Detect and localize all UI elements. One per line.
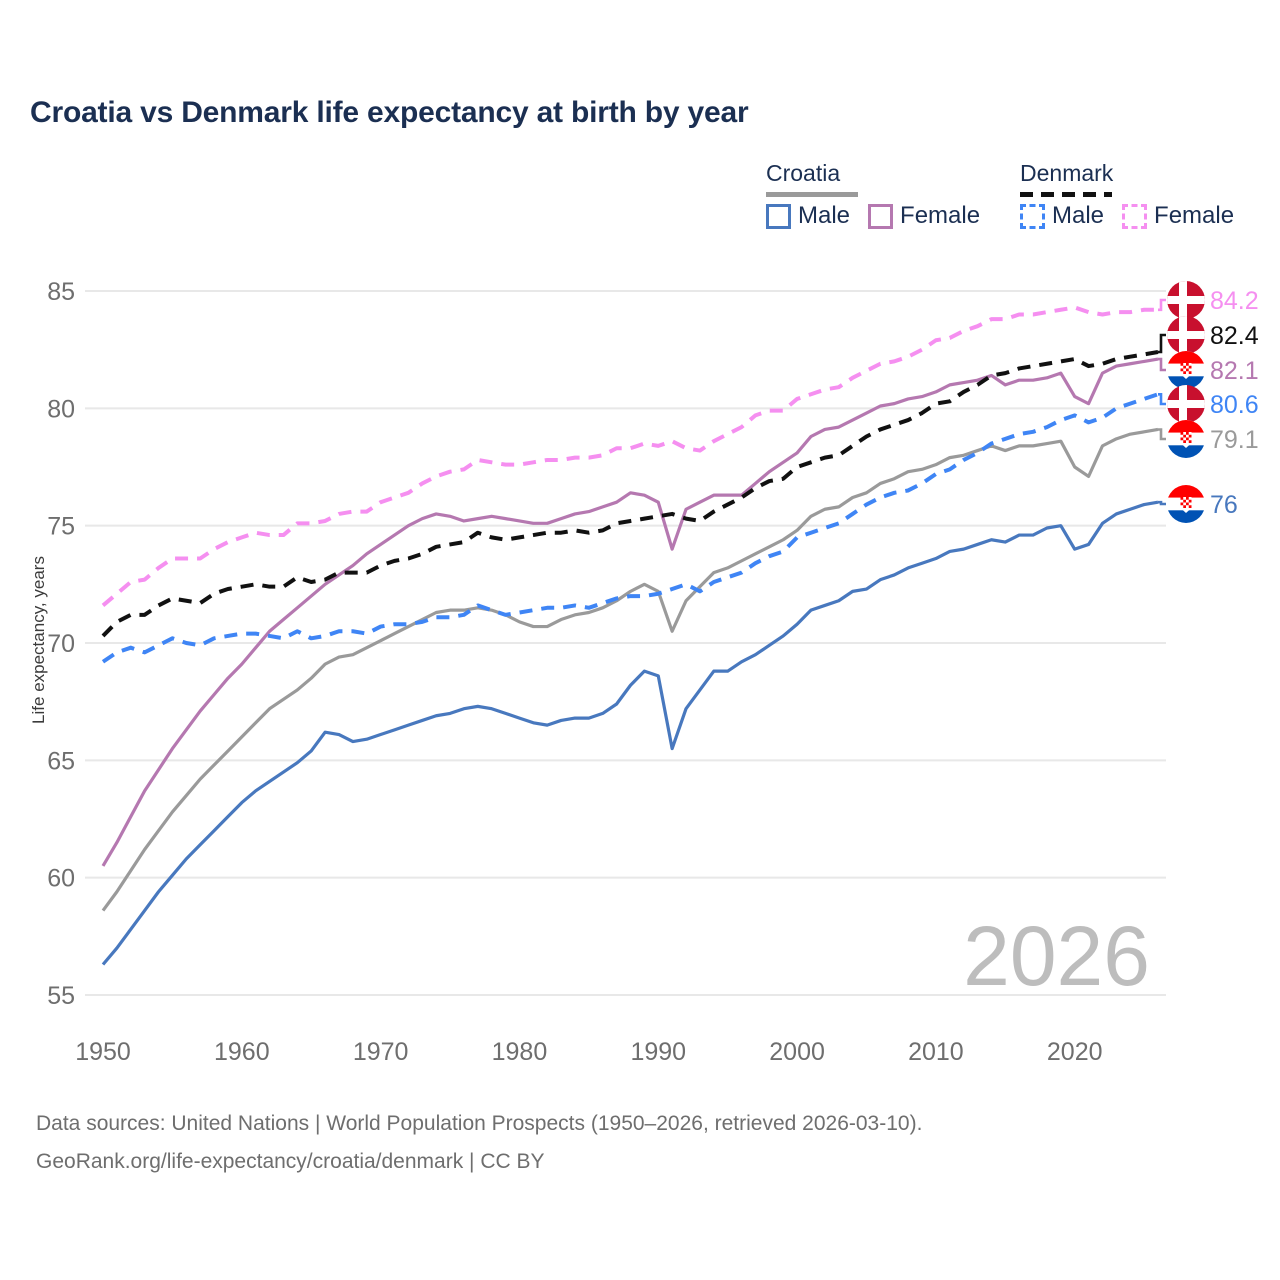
end-connector-croatia-total (1158, 428, 1166, 441)
end-connector-croatia-male (1158, 500, 1166, 506)
y-axis-title: Life expectancy, years (29, 556, 48, 724)
x-tick-label: 1960 (214, 1038, 270, 1066)
series-line-denmark-male (101, 392, 1159, 664)
flag-icon-denmark (1167, 316, 1205, 354)
footer-attribution: GeoRank.org/life-expectancy/croatia/denm… (36, 1150, 545, 1173)
series-line-croatia-total (101, 427, 1159, 912)
legend-item-croatia-female[interactable]: Female (868, 202, 980, 230)
end-connector-denmark-male (1158, 393, 1166, 406)
end-connector-denmark-total (1158, 333, 1166, 354)
end-value-labels: 84.2 82.4 82.1 80.6 79.1 76 (1210, 287, 1259, 519)
legend-item-denmark-male[interactable]: Male (1020, 202, 1104, 230)
y-tick-label: 70 (47, 630, 75, 658)
footer-data-sources: Data sources: United Nations | World Pop… (36, 1112, 923, 1135)
end-value-denmark-female: 84.2 (1210, 287, 1259, 315)
chart-footer: Data sources: United Nations | World Pop… (36, 1105, 922, 1181)
legend-item-croatia-male[interactable]: Male (766, 202, 850, 230)
legend-label-croatia-female: Female (900, 202, 981, 229)
y-tick-label: 55 (47, 982, 75, 1010)
legend-label-croatia-male: Male (798, 202, 851, 229)
end-value-denmark-total: 82.4 (1210, 322, 1259, 350)
legend-country-denmark: Denmark (1020, 160, 1114, 186)
legend-item-denmark-female[interactable]: Female (1122, 202, 1234, 230)
y-tick-label: 80 (47, 395, 75, 423)
end-connector-denmark-female (1158, 298, 1166, 312)
flag-icon-croatia (1167, 351, 1205, 389)
y-tick-label: 85 (47, 278, 75, 306)
page-title: Croatia vs Denmark life expectancy at bi… (30, 96, 749, 129)
end-value-denmark-male: 80.6 (1210, 391, 1259, 419)
x-tick-label: 2010 (908, 1038, 964, 1066)
legend-swatch-denmark-female (1122, 203, 1148, 229)
legend-group-denmark: Denmark Male Female (1020, 160, 1234, 229)
legend-country-croatia: Croatia (766, 160, 841, 186)
flag-icon-denmark (1167, 281, 1205, 319)
legend-label-denmark-male: Male (1052, 202, 1105, 229)
chart-legend: Croatia Male Female Denmark Male (758, 160, 1258, 240)
series-line-croatia-female (101, 357, 1159, 867)
legend-rule-croatia (766, 192, 858, 197)
end-value-croatia-total: 79.1 (1210, 426, 1259, 454)
year-watermark: 2026 (963, 909, 1150, 1003)
y-tick-label: 60 (47, 865, 75, 893)
end-value-croatia-female: 82.1 (1210, 357, 1259, 385)
series-line-denmark-female (101, 305, 1158, 607)
chart-series-lines (101, 305, 1159, 966)
x-tick-labels: 1950 1960 1970 1980 1990 2000 2010 2020 (75, 1038, 1102, 1066)
x-tick-label: 1980 (492, 1038, 548, 1066)
flag-icon-croatia (1167, 420, 1205, 458)
x-tick-label: 1970 (353, 1038, 409, 1066)
x-tick-label: 1950 (75, 1038, 131, 1066)
legend-swatch-denmark-male (1020, 203, 1045, 229)
x-tick-label: 2020 (1047, 1038, 1103, 1066)
series-line-croatia-male (101, 500, 1159, 966)
legend-group-croatia: Croatia Male Female (766, 160, 980, 229)
series-line-denmark-total (101, 350, 1159, 638)
end-label-connectors (1158, 298, 1166, 506)
y-tick-labels: 55 60 65 70 75 80 85 (47, 278, 75, 1010)
flag-icon-denmark (1167, 385, 1205, 423)
end-value-croatia-male: 76 (1210, 491, 1238, 519)
legend-rule-denmark (1020, 192, 1112, 197)
legend-label-denmark-female: Female (1154, 202, 1235, 229)
y-tick-label: 65 (47, 747, 75, 775)
x-tick-label: 2000 (769, 1038, 825, 1066)
legend-swatch-croatia-male (766, 203, 791, 229)
y-gridlines (85, 290, 1166, 996)
legend-swatch-croatia-female (868, 203, 894, 229)
end-flag-markers (1167, 281, 1205, 523)
flag-icon-croatia (1167, 485, 1205, 523)
y-tick-label: 75 (47, 513, 75, 541)
end-connector-croatia-female (1158, 357, 1166, 372)
x-tick-label: 1990 (630, 1038, 686, 1066)
